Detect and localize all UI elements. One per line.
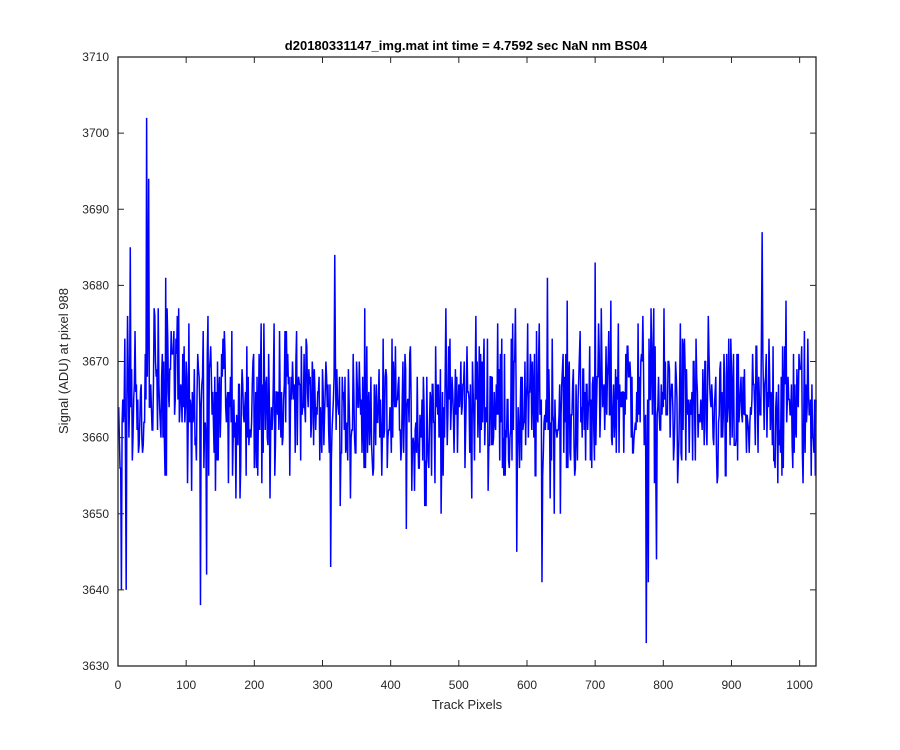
x-tick-label: 300 (312, 678, 332, 692)
series-line (117, 117, 817, 644)
y-tick-label: 3680 (82, 278, 109, 292)
y-tick-label: 3640 (82, 583, 109, 597)
x-tick-label: 0 (115, 678, 122, 692)
y-tick-label: 3630 (82, 659, 109, 673)
x-tick-label: 100 (176, 678, 196, 692)
y-tick-label: 3670 (82, 355, 109, 369)
x-tick-label: 800 (653, 678, 673, 692)
series-layer (117, 117, 817, 644)
x-tick-label: 400 (381, 678, 401, 692)
ticks-layer: 0 100 200 300 400 500 600 700 800 900 1000 3630 3640… (82, 50, 816, 692)
x-tick-label: 200 (244, 678, 264, 692)
chart-title: d20180331147_img.mat int time = 4.7592 s… (285, 38, 648, 53)
x-tick-label: 900 (721, 678, 741, 692)
y-tick-label: 3650 (82, 507, 109, 521)
y-tick-label: 3690 (82, 202, 109, 216)
x-tick-label: 500 (449, 678, 469, 692)
y-axis-label: Signal (ADU) at pixel 988 (56, 288, 71, 434)
y-tick-label: 3660 (82, 431, 109, 445)
x-tick-label: 600 (517, 678, 537, 692)
y-tick-label: 3700 (82, 126, 109, 140)
x-axis-label: Track Pixels (432, 697, 503, 712)
y-tick-label: 3710 (82, 50, 109, 64)
x-tick-label: 1000 (786, 678, 813, 692)
x-tick-label: 700 (585, 678, 605, 692)
